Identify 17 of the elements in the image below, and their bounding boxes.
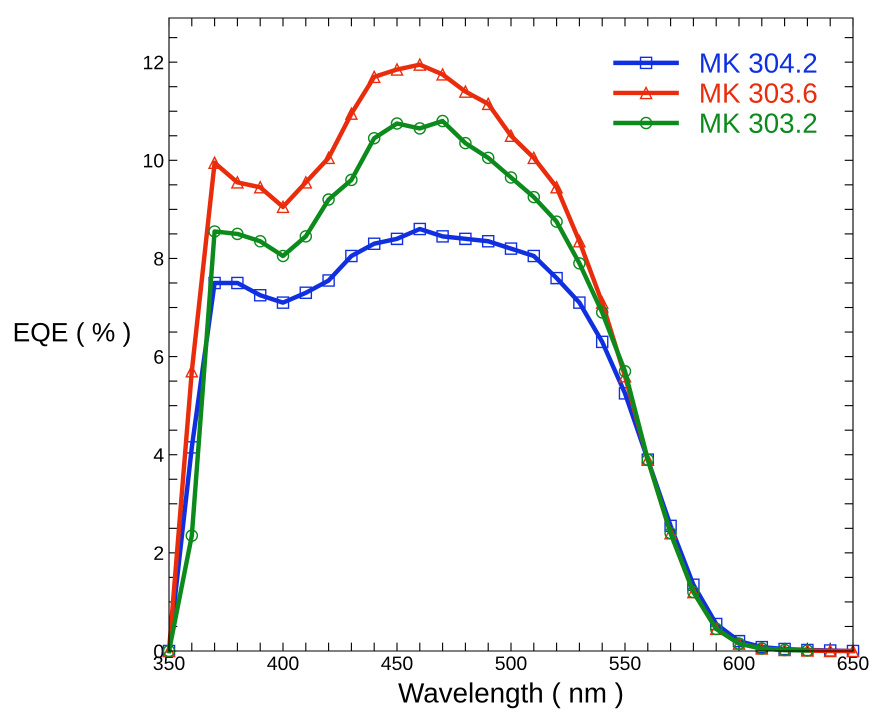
y-axis-title: EQE ( % ) [14,322,130,347]
y-tick-label: 10 [144,154,164,168]
x-axis-title: Wavelength ( nm ) [398,682,622,708]
x-tick-label: 400 [267,656,298,670]
y-tick-label: 8 [154,252,164,266]
y-tick-label: 6 [154,350,164,364]
legend-label: MK 303.2 [701,113,816,134]
x-tick-label: 550 [610,656,640,670]
x-tick-label: 600 [724,656,754,670]
legend-label: MK 304.2 [701,53,816,73]
y-tick-label: 12 [144,56,164,70]
x-tick-label: 500 [496,656,526,670]
x-tick-label: 450 [381,656,412,670]
y-tick-label: 4 [154,448,164,462]
x-tick-label: 650 [838,656,868,670]
legend-label: MK 303.6 [701,83,817,103]
y-tick-label: 2 [154,546,164,560]
